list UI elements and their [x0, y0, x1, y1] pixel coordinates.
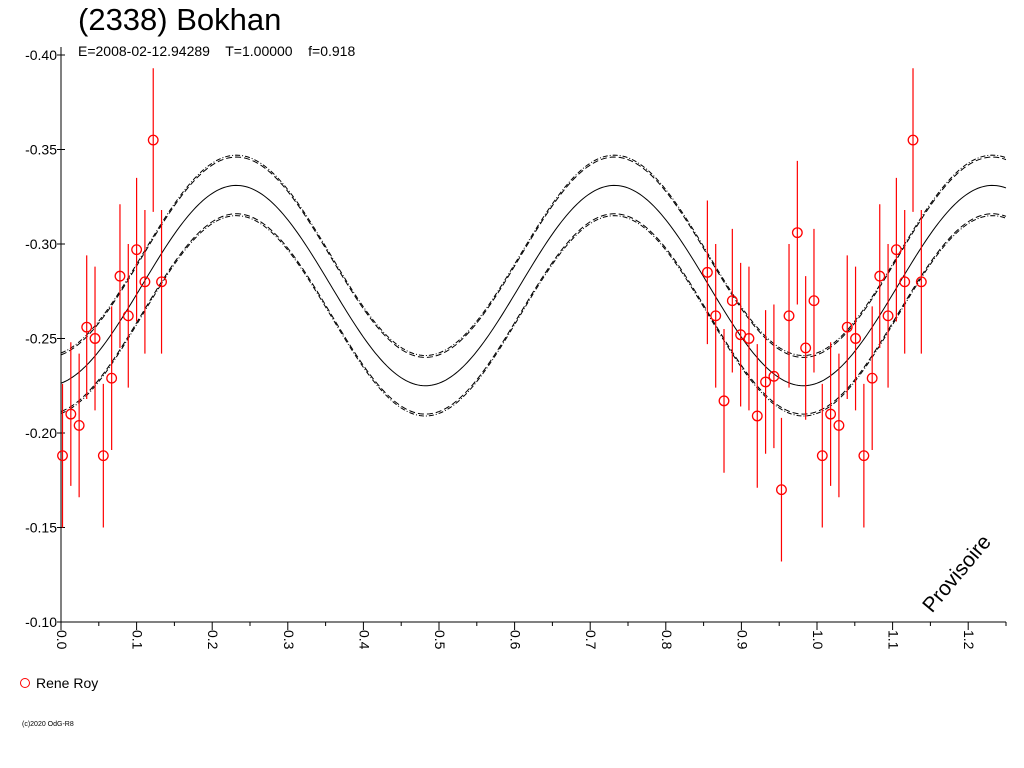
data-point — [783, 310, 795, 322]
y-tick-label: -0.40 — [25, 47, 57, 63]
data-point — [866, 372, 878, 384]
data-point — [791, 227, 803, 239]
x-tick-label: 1.2 — [961, 630, 977, 650]
y-tick-label: -0.35 — [25, 142, 57, 158]
fit-band-lower-dashdot — [60, 215, 1007, 417]
data-point — [890, 244, 902, 256]
data-point — [701, 266, 713, 278]
data-point — [841, 321, 853, 333]
data-point — [73, 419, 85, 431]
data-point — [768, 370, 780, 382]
data-point — [156, 276, 167, 288]
x-tick-label: 0.1 — [130, 630, 146, 650]
data-point — [776, 484, 787, 496]
data-point — [89, 333, 101, 344]
data-point — [718, 395, 730, 407]
x-tick-label: 0.3 — [281, 630, 297, 650]
data-point — [57, 450, 68, 462]
x-tick-label: 0.9 — [734, 630, 750, 650]
data-point — [874, 270, 886, 282]
data-point — [915, 276, 927, 288]
fit-band-upper-dashdot — [60, 154, 1007, 357]
fit-band-lower-dashed — [60, 213, 1007, 415]
x-tick-label: 0.4 — [356, 630, 372, 650]
data-point — [882, 310, 894, 322]
data-point — [131, 244, 143, 256]
data-point — [858, 450, 870, 462]
axes: -0.40 -0.35 -0.30 -0.25 -0.20 -0.15 -0.100.0 0.… — [25, 47, 1007, 650]
x-tick-label: 0.2 — [205, 630, 221, 650]
fit-band-upper-dashed — [60, 156, 1007, 358]
x-tick-label: 0.5 — [432, 630, 448, 650]
data-point — [106, 372, 118, 384]
legend-marker-icon — [20, 678, 30, 688]
data-point — [907, 134, 919, 146]
data-point — [899, 276, 911, 288]
y-tick-label: -0.20 — [25, 425, 57, 441]
data-point — [760, 376, 772, 388]
data-point — [122, 310, 134, 322]
y-tick-label: -0.15 — [25, 520, 57, 536]
data-point — [81, 321, 93, 333]
fit-curves — [60, 154, 1007, 417]
data-point — [833, 419, 845, 431]
y-tick-label: -0.30 — [25, 236, 57, 252]
data-point — [743, 333, 755, 344]
data-point — [751, 410, 763, 422]
watermark: Provisoire — [918, 531, 996, 617]
data-point — [726, 295, 738, 307]
data-point — [139, 276, 151, 288]
data-point — [800, 342, 812, 354]
x-tick-label: 1.0 — [810, 630, 826, 650]
data-point — [816, 450, 828, 462]
data-point — [114, 270, 126, 282]
x-tick-label: 0.7 — [583, 630, 599, 650]
data-point — [65, 408, 77, 420]
chart-subtitle: E=2008-02-12.94289 T=1.00000 f=0.918 — [78, 43, 356, 59]
x-tick-label: 0.0 — [54, 630, 70, 650]
data-points — [57, 68, 927, 562]
chart-title: (2338) Bokhan — [78, 2, 282, 37]
data-point — [710, 310, 722, 322]
data-point — [808, 295, 820, 307]
data-point — [97, 450, 109, 462]
x-tick-label: 1.1 — [886, 630, 902, 650]
copyright-text: (c)2020 OdG-R8 — [22, 721, 74, 728]
data-point — [147, 134, 159, 146]
y-tick-label: -0.25 — [25, 331, 57, 347]
legend-label: Rene Roy — [36, 675, 99, 691]
x-tick-label: 0.6 — [508, 630, 524, 650]
fit-curve — [60, 184, 1007, 387]
data-point — [850, 333, 862, 344]
legend: Rene Roy — [20, 675, 98, 691]
x-tick-label: 0.8 — [659, 630, 675, 650]
y-tick-label: -0.10 — [25, 614, 57, 630]
data-point — [825, 408, 837, 420]
